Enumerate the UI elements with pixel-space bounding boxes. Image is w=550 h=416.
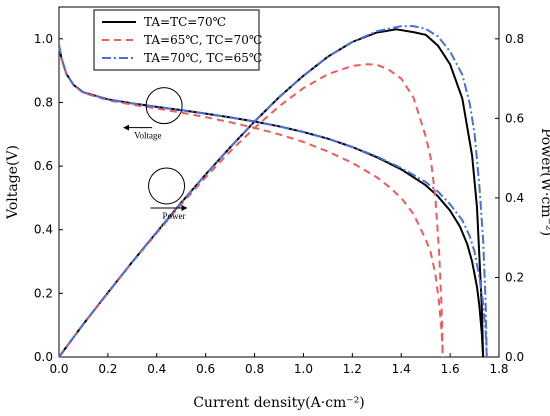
voltage-line-series-2 xyxy=(58,45,444,358)
legend-label-series-2: TA=65℃, TC=70℃ xyxy=(144,33,262,47)
voltage-line-series-1 xyxy=(58,45,485,358)
voltage-line-series-3 xyxy=(58,45,488,358)
x-tick-label: 1.2 xyxy=(343,362,362,376)
x-axis-title: Current density(A·cm⁻²) xyxy=(193,395,365,411)
y-axis-left-title: Voltage(V) xyxy=(5,145,21,220)
y-right-tick-label: 0.2 xyxy=(505,270,524,284)
x-tick-label: 0.0 xyxy=(49,362,68,376)
y-axis-right-title: Power(W·cm⁻²) xyxy=(538,128,550,236)
power-annotation-label: Power xyxy=(163,211,186,221)
legend-label-series-1: TA=TC=70℃ xyxy=(144,15,226,29)
plot-frame xyxy=(58,6,500,358)
y-left-tick-label: 0.0 xyxy=(34,350,53,364)
y-right-tick-label: 0.4 xyxy=(505,191,524,205)
x-tick-label: 0.2 xyxy=(98,362,117,376)
x-tick-label: 1.8 xyxy=(489,362,508,376)
x-tick-label: 1.4 xyxy=(392,362,411,376)
axis-ticks: 0.0 0.2 0.4 0.6 0.8 1.0 1.2 1.4 1.6 1.80.00.20.40… xyxy=(34,32,524,376)
power-line-series-2 xyxy=(58,63,444,358)
x-tick-label: 1.0 xyxy=(294,362,313,376)
legend-box xyxy=(93,9,260,71)
y-left-tick-label: 0.2 xyxy=(34,286,53,300)
x-tick-label: 0.6 xyxy=(196,362,215,376)
x-tick-label: 0.4 xyxy=(147,362,166,376)
y-right-tick-label: 0.6 xyxy=(505,111,524,125)
y-right-tick-label: 0.8 xyxy=(505,32,524,46)
legend: TA=TC=70℃ TA=65℃, TC=70℃ TA=70℃, TC=65℃ xyxy=(93,9,262,71)
voltage-annotation-label: Voltage xyxy=(134,131,161,141)
y-left-tick-label: 0.8 xyxy=(34,95,53,109)
voltage-annotation-circle xyxy=(145,87,183,125)
power-line-series-3 xyxy=(58,25,488,358)
power-annotation-circle xyxy=(148,167,186,205)
annotations: Voltage Power xyxy=(123,87,188,221)
data-curves xyxy=(58,25,488,358)
x-tick-label: 0.8 xyxy=(245,362,264,376)
y-left-tick-label: 1.0 xyxy=(34,32,53,46)
y-right-tick-label: 0.0 xyxy=(505,350,524,364)
y-left-tick-label: 0.6 xyxy=(34,159,53,173)
power-line-series-1 xyxy=(58,28,485,358)
y-left-tick-label: 0.4 xyxy=(34,223,53,237)
legend-label-series-3: TA=70℃, TC=65℃ xyxy=(144,51,262,65)
x-tick-label: 1.6 xyxy=(441,362,460,376)
